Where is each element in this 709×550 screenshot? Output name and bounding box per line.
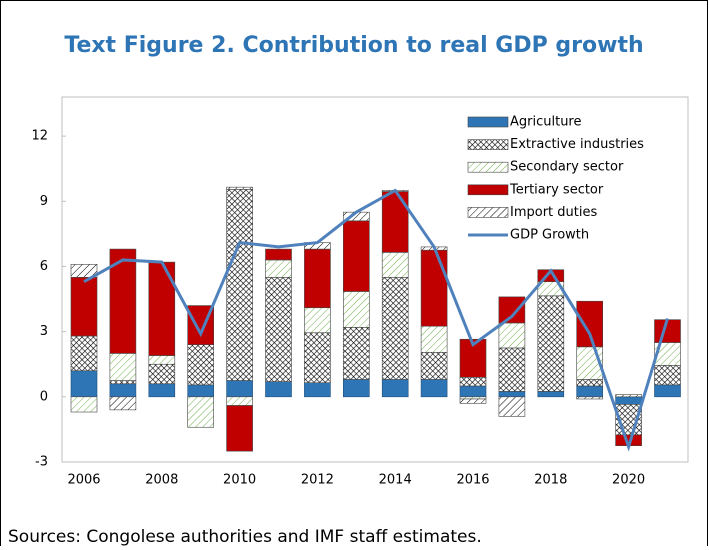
legend-label: GDP Growth [510, 228, 589, 243]
legend-swatch [467, 184, 509, 196]
bar-segment [342, 326, 370, 380]
bar-segment [109, 383, 137, 398]
bar-segment [265, 248, 292, 261]
legend-label: Agriculture [510, 115, 582, 130]
bar-segment [576, 379, 604, 387]
plot-area [61, 96, 689, 463]
legend-label: Import duties [510, 205, 597, 220]
bar-segment [265, 259, 292, 278]
bar-segment [498, 296, 526, 324]
bar-segment [654, 365, 681, 386]
bar-segment [226, 186, 253, 190]
bar-segment [109, 396, 137, 411]
bar-segment [187, 344, 214, 386]
bar-segment [342, 220, 370, 292]
bar-segment [187, 384, 214, 398]
bar-segment [381, 379, 409, 398]
legend-swatch [467, 207, 509, 218]
bar-segment [70, 277, 98, 337]
bar-segment [615, 396, 642, 405]
bar-segment [265, 277, 292, 382]
x-tick-label: 2016 [456, 473, 489, 488]
bar-segment [615, 394, 642, 398]
x-tick-label: 2014 [379, 473, 412, 488]
bar-segment [459, 398, 487, 404]
bar-segment [381, 191, 409, 253]
bar-segment [70, 370, 98, 398]
bar-segment [226, 405, 253, 452]
y-tick-label: 6 [40, 259, 48, 274]
legend-label: Tertiary sector [509, 182, 604, 197]
bar-segment [576, 396, 604, 400]
bar-segment [304, 382, 331, 398]
bar-segment [420, 325, 448, 353]
bar-segment [576, 385, 604, 398]
legend-swatch [467, 161, 509, 173]
x-tick-label: 2020 [612, 473, 645, 488]
source-note: Sources: Congolese authorities and IMF s… [8, 527, 482, 546]
gdp-line [83, 188, 669, 452]
x-tick-label: 2010 [223, 473, 256, 488]
legend-label: Secondary sector [510, 160, 624, 175]
bar-segment [537, 295, 565, 392]
bar-segment [381, 277, 409, 380]
legend-swatch [467, 116, 509, 128]
bar-segment [498, 391, 526, 398]
bar-segment [654, 384, 681, 398]
bar-segment [148, 355, 176, 365]
bar-segment [498, 322, 526, 349]
bar-segment [70, 263, 98, 278]
y-tick-label: 3 [40, 324, 48, 339]
bar-segment [265, 381, 292, 398]
bar-segment [70, 335, 98, 372]
bar-segment [148, 383, 176, 398]
x-tick-label: 2018 [534, 473, 567, 488]
y-tick-label: -3 [35, 455, 48, 470]
bar-segment [109, 353, 137, 381]
y-tick-label: 9 [40, 194, 48, 209]
bar-segment [304, 307, 331, 334]
bar-segment [537, 391, 565, 398]
bar-segment [381, 252, 409, 278]
bar-segment [187, 396, 214, 428]
chart-title: Text Figure 2. Contribution to real GDP … [64, 33, 643, 58]
bar-segment [420, 249, 448, 327]
bar-segment [576, 300, 604, 348]
x-tick-label: 2006 [67, 473, 100, 488]
bar-segment [342, 291, 370, 328]
legend-label: Extractive industries [510, 137, 644, 152]
x-tick-label: 2008 [145, 473, 178, 488]
bar-segment [226, 189, 253, 381]
bar-segment [70, 396, 98, 413]
bar-segment [498, 396, 526, 417]
x-tick-label: 2012 [301, 473, 334, 488]
bar-segment [304, 332, 331, 383]
bar-segment [459, 396, 487, 400]
bar-segment [109, 380, 137, 385]
y-tick-label: 12 [31, 129, 48, 144]
bar-segment [342, 379, 370, 398]
bar-segment [148, 363, 176, 385]
bar-segment [420, 351, 448, 380]
bar-segment [226, 380, 253, 398]
bar-segment [498, 347, 526, 392]
bar-segment [459, 385, 487, 398]
bar-segment [304, 248, 331, 309]
legend-swatch [467, 139, 509, 150]
y-tick-label: 0 [40, 389, 48, 404]
bar-segment [226, 396, 253, 406]
bar-segment [459, 376, 487, 387]
bar-segment [420, 379, 448, 398]
